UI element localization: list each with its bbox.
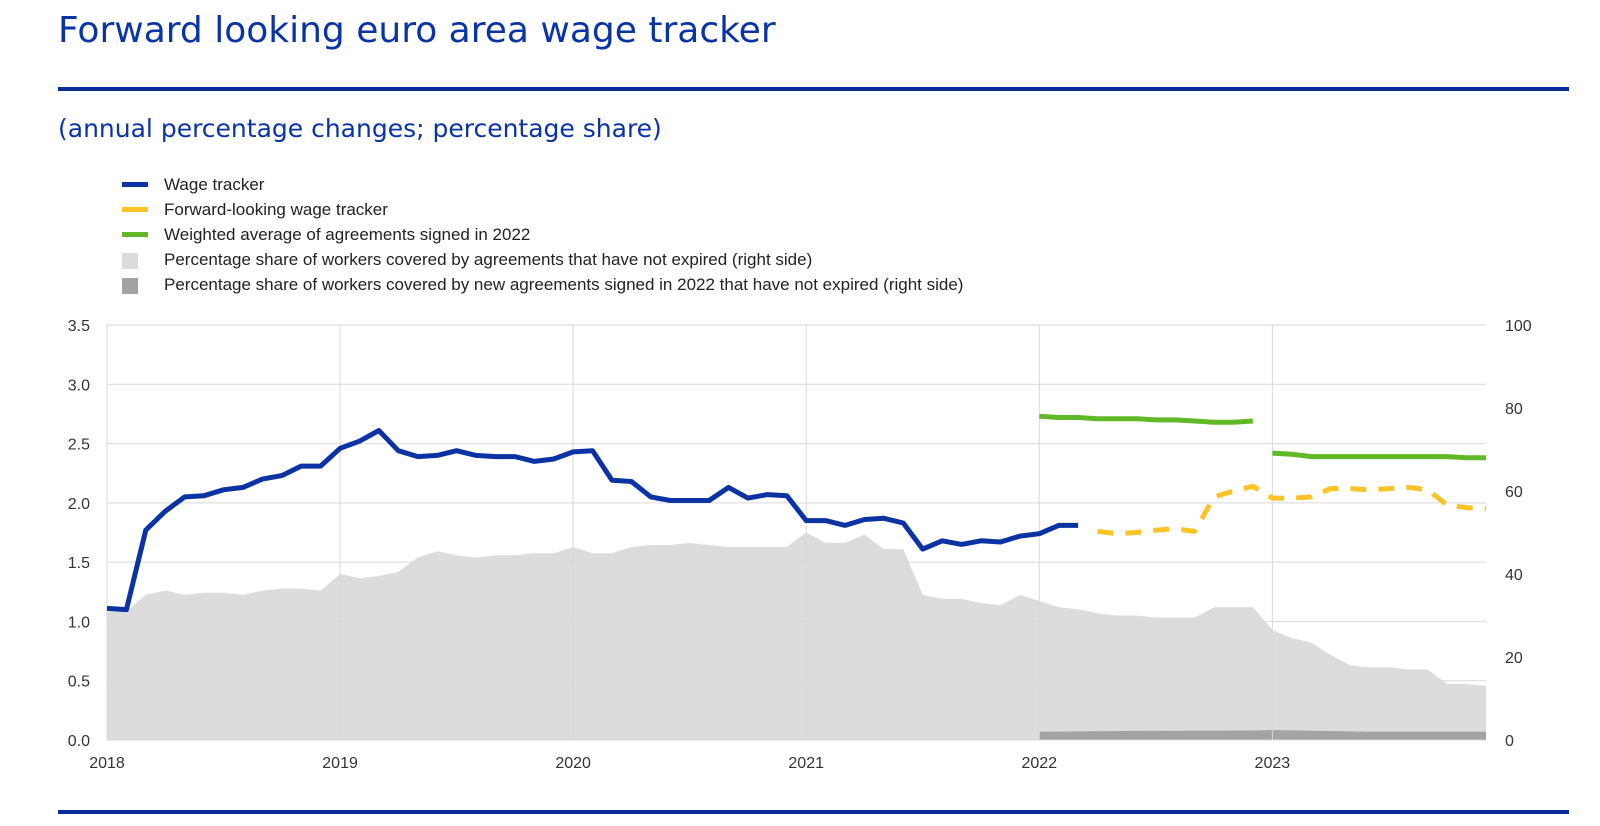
y-right-tick-label: 100	[1505, 318, 1532, 335]
y-right-tick-label: 0	[1505, 733, 1514, 750]
y-left-tick-label: 1.5	[68, 555, 90, 572]
area-share-new-agreements	[1039, 730, 1486, 740]
y-right-tick-label: 20	[1505, 650, 1523, 667]
y-right-tick-label: 80	[1505, 401, 1523, 418]
legend-swatch-wage-tracker	[122, 182, 148, 187]
legend-swatch-share-new	[122, 278, 138, 294]
x-tick-label: 2022	[1021, 755, 1057, 772]
chart-subtitle: (annual percentage changes; percentage s…	[58, 114, 662, 143]
y-left-tick-label: 1.0	[68, 614, 90, 631]
legend-swatch-weighted-average	[122, 232, 148, 237]
line-forward-looking-wage-tracker	[1097, 483, 1487, 537]
title-rule	[58, 87, 1569, 91]
x-tick-label: 2020	[555, 755, 591, 772]
y-left-tick-label: 2.5	[68, 437, 90, 454]
line-weighted-average-2022	[1272, 450, 1486, 461]
y-left-tick-label: 3.0	[68, 377, 90, 394]
legend-label: Percentage share of workers covered by n…	[164, 275, 964, 294]
y-left-tick-label: 2.0	[68, 496, 90, 513]
line-wage-tracker	[106, 428, 1079, 613]
line-weighted-average-2022	[1039, 413, 1254, 425]
area-share-all-agreements	[107, 532, 1486, 740]
legend-swatch-forward-looking	[122, 207, 148, 212]
y-left-tick-label: 0.0	[68, 733, 90, 750]
y-left-tick-label: 3.5	[68, 318, 90, 335]
x-tick-label: 2023	[1255, 755, 1291, 772]
x-tick-label: 2021	[788, 755, 824, 772]
legend-label: Wage tracker	[164, 175, 265, 194]
legend-swatch-share-all	[122, 253, 138, 269]
y-left-tick-label: 0.5	[68, 674, 90, 691]
footer-rule	[58, 810, 1569, 814]
y-right-tick-label: 40	[1505, 567, 1523, 584]
x-tick-label: 2018	[89, 755, 125, 772]
legend-label: Weighted average of agreements signed in…	[164, 225, 531, 244]
chart-title: Forward looking euro area wage tracker	[58, 10, 776, 51]
legend-label: Percentage share of workers covered by a…	[164, 250, 813, 269]
x-tick-label: 2019	[322, 755, 358, 772]
legend-label: Forward-looking wage tracker	[164, 200, 388, 219]
y-right-tick-label: 60	[1505, 484, 1523, 501]
